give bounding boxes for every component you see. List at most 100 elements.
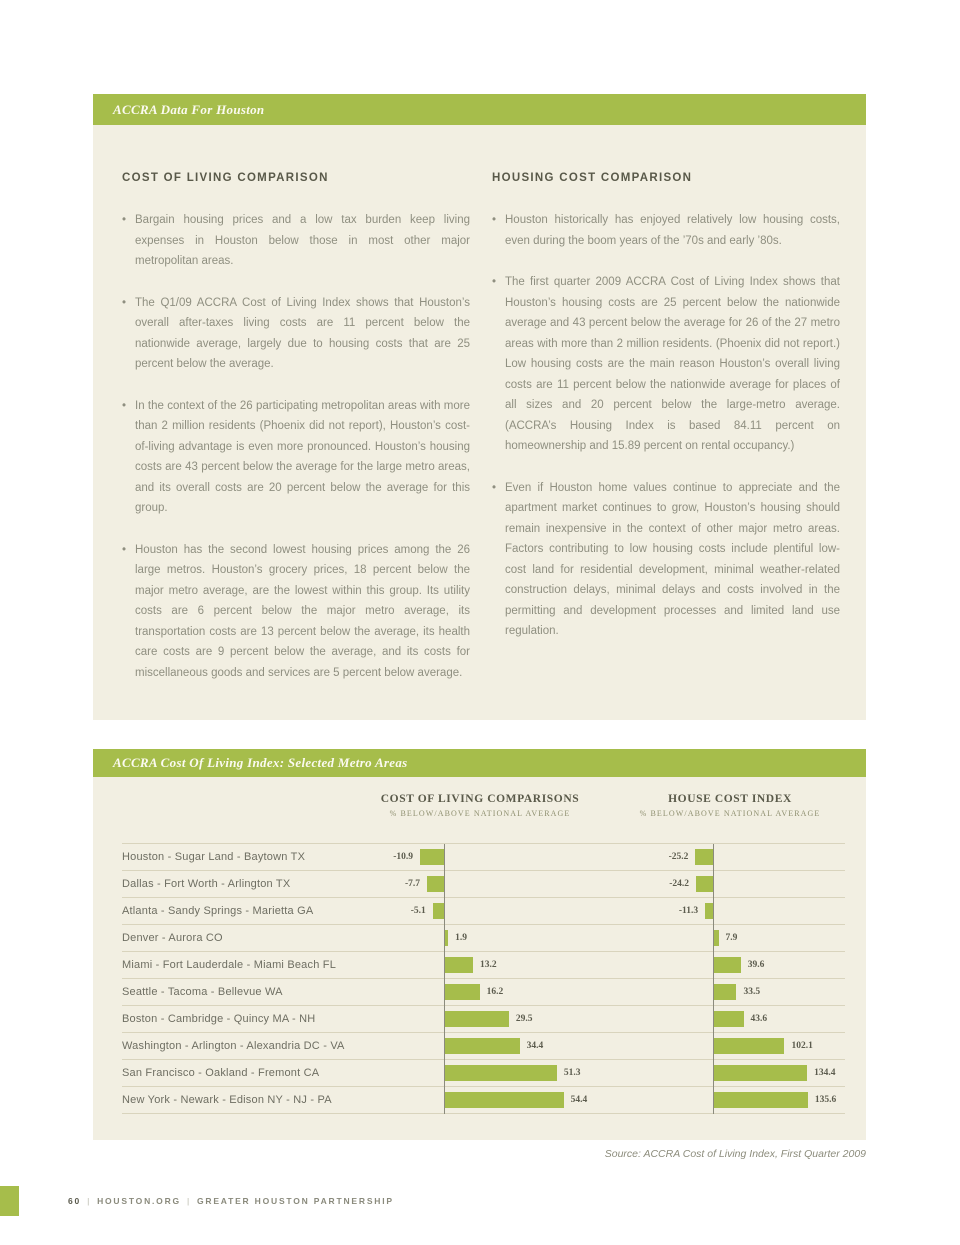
chart-section-title: ACCRA Cost Of Living Index: Selected Met… [113, 755, 408, 770]
bar [444, 1038, 520, 1054]
bar [713, 1092, 808, 1108]
chart-cell: 34.4 [375, 1033, 655, 1059]
chart-row: Boston - Cambridge - Quincy MA - NH 29.5 4… [122, 1006, 845, 1033]
bullet-item: Even if Houston home values continue to … [492, 478, 840, 642]
chart-cell: -5.1 [375, 898, 655, 924]
page-number: 60 [68, 1196, 82, 1206]
bar [713, 1065, 808, 1081]
bar-value-label: 54.4 [570, 1095, 588, 1105]
bullet-item: Houston historically has enjoyed relativ… [492, 210, 840, 251]
chart-row: Dallas - Fort Worth - Arlington TX -7.7 -2… [122, 871, 845, 898]
housing-cost-column: HOUSING COST COMPARISON Houston historic… [492, 172, 840, 720]
bar [696, 876, 713, 892]
chart-row: New York - Newark - Edison NY - NJ - PA 5… [122, 1087, 845, 1114]
bar-value-label: 43.6 [750, 1014, 768, 1024]
bar-value-label: -24.2 [669, 879, 690, 889]
chart-row: Atlanta - Sandy Springs - Marietta GA -5.… [122, 898, 845, 925]
bar [713, 1011, 744, 1027]
chart-cell: -7.7 [375, 871, 655, 897]
bar-value-label: -25.2 [668, 852, 689, 862]
bar [444, 984, 480, 1000]
bar [444, 957, 474, 973]
chart-cell: 102.1 [655, 1033, 845, 1059]
metro-label: Houston - Sugar Land - Baytown TX [122, 851, 306, 863]
chart-cell: 33.5 [655, 979, 845, 1005]
bar-value-label: 51.3 [563, 1068, 581, 1078]
chart-row: San Francisco - Oakland - Fremont CA 51.3… [122, 1060, 845, 1087]
metro-label: Seattle - Tacoma - Bellevue WA [122, 986, 283, 998]
chart-rows: Houston - Sugar Land - Baytown TX -10.9 -2… [122, 843, 845, 1114]
source-note: Source: ACCRA Cost of Living Index, Firs… [604, 1148, 866, 1160]
chart-cell: 1.9 [375, 925, 655, 951]
chart-cell: 16.2 [375, 979, 655, 1005]
chart-cell: -11.3 [655, 898, 845, 924]
chart-row: Houston - Sugar Land - Baytown TX -10.9 -2… [122, 844, 845, 871]
bullet-item: Bargain housing prices and a low tax bur… [122, 210, 470, 272]
chart1-header: COST OF LIVING COMPARISONS % BELOW/ABOVE… [381, 793, 579, 818]
metro-label: Miami - Fort Lauderdale - Miami Beach FL [122, 959, 337, 971]
bar [427, 876, 444, 892]
metro-label: Denver - Aurora CO [122, 932, 223, 944]
bar [713, 984, 737, 1000]
metro-label: Atlanta - Sandy Springs - Marietta GA [122, 905, 314, 917]
bar [420, 849, 444, 865]
chart-row: Denver - Aurora CO 1.9 7.9 [122, 925, 845, 952]
bar-value-label: -5.1 [410, 906, 426, 916]
bar-value-label: 16.2 [486, 987, 504, 997]
bar-value-label: 135.6 [814, 1095, 837, 1105]
footer-site: HOUSTON.ORG [97, 1196, 181, 1206]
footer-separator: | [186, 1196, 191, 1206]
chart1-zero-axis [444, 844, 445, 1114]
chart1-title: COST OF LIVING COMPARISONS [380, 793, 580, 805]
section-header-title: ACCRA Data For Houston [113, 102, 265, 117]
bullet-item: The Q1/09 ACCRA Cost of Living Index sho… [122, 293, 470, 375]
section-header-chart: ACCRA Cost Of Living Index: Selected Met… [93, 749, 866, 777]
chart-cell: 51.3 [375, 1060, 655, 1086]
section-header-accra-data: ACCRA Data For Houston [93, 94, 866, 125]
metro-label: Washington - Arlington - Alexandria DC -… [122, 1040, 345, 1052]
bar [432, 903, 444, 919]
chart1-subtitle: % BELOW/ABOVE NATIONAL AVERAGE [389, 809, 571, 818]
chart-panel: COST OF LIVING COMPARISONS % BELOW/ABOVE… [93, 777, 866, 1140]
accra-content-panel: COST OF LIVING COMPARISON Bargain housin… [93, 125, 866, 720]
chart2-title: HOUSE COST INDEX [668, 793, 792, 805]
bar [444, 1011, 509, 1027]
bar-value-label: 1.9 [455, 933, 468, 943]
chart-row: Washington - Arlington - Alexandria DC -… [122, 1033, 845, 1060]
chart2-header: HOUSE COST INDEX % BELOW/ABOVE NATIONAL … [640, 793, 821, 818]
footer-org: GREATER HOUSTON PARTNERSHIP [196, 1196, 394, 1206]
chart-cell: 39.6 [655, 952, 845, 978]
bar [713, 1038, 785, 1054]
chart-cell: -10.9 [375, 844, 655, 870]
cost-of-living-bullet-list: Bargain housing prices and a low tax bur… [122, 210, 470, 683]
chart-row: Miami - Fort Lauderdale - Miami Beach FL… [122, 952, 845, 979]
bar-value-label: 33.5 [743, 987, 761, 997]
bar-value-label: -11.3 [678, 906, 699, 916]
chart-cell: 13.2 [375, 952, 655, 978]
bar-value-label: 29.5 [515, 1014, 533, 1024]
bullet-item: In the context of the 26 participating m… [122, 396, 470, 519]
footer-separator: | [87, 1196, 92, 1206]
housing-cost-heading: HOUSING COST COMPARISON [492, 172, 693, 184]
bar [444, 1092, 564, 1108]
bar-value-label: 34.4 [526, 1041, 544, 1051]
bar-value-label: 39.6 [747, 960, 765, 970]
bar-value-label: 13.2 [480, 960, 497, 970]
chart-cell: 43.6 [655, 1006, 845, 1032]
bar [444, 1065, 557, 1081]
bar-value-label: -7.7 [405, 879, 421, 889]
chart-cell: 29.5 [375, 1006, 655, 1032]
page-footer: 60 | HOUSTON.ORG | GREATER HOUSTON PARTNERSH… [68, 1196, 394, 1206]
chart2-subtitle: % BELOW/ABOVE NATIONAL AVERAGE [639, 809, 821, 818]
chart-cell: -25.2 [655, 844, 845, 870]
bar [713, 957, 741, 973]
chart-row: Seattle - Tacoma - Bellevue WA 16.2 33.5 [122, 979, 845, 1006]
chart-cell: 7.9 [655, 925, 845, 951]
bar [695, 849, 713, 865]
chart2-zero-axis [713, 844, 714, 1114]
bullet-item: Houston has the second lowest housing pr… [122, 540, 470, 684]
metro-label: Boston - Cambridge - Quincy MA - NH [122, 1013, 316, 1025]
bar [713, 930, 719, 946]
metro-label: San Francisco - Oakland - Fremont CA [122, 1067, 320, 1079]
